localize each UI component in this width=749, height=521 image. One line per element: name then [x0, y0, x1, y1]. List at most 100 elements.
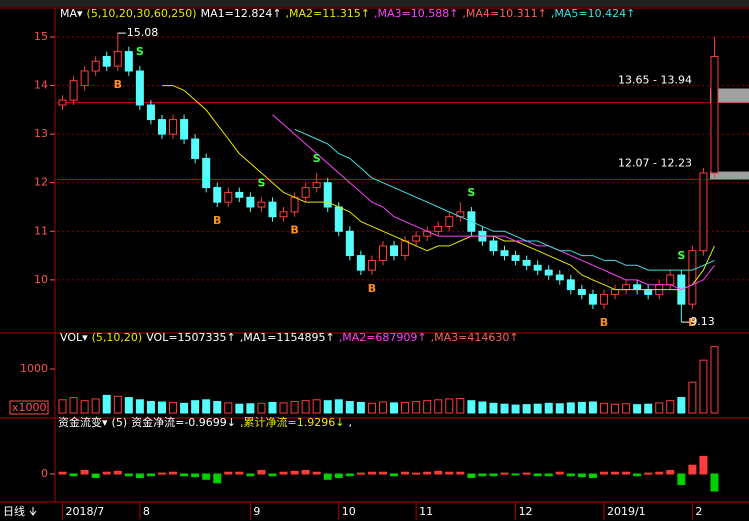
bar [478, 473, 487, 477]
header-item: VOL=1507335↑ [146, 331, 236, 344]
bar [367, 402, 376, 414]
bar [257, 402, 266, 414]
signal-label: B [114, 78, 122, 91]
signal-label: S [467, 186, 475, 199]
candle-body [312, 182, 321, 189]
bar [401, 471, 410, 475]
candle-body [577, 289, 586, 295]
bar [301, 400, 310, 414]
bar [224, 402, 233, 414]
y-tick-label: 12 [34, 176, 48, 189]
candle-body [180, 119, 189, 140]
candle-body [434, 225, 443, 232]
bar [312, 471, 321, 475]
candle-body [356, 255, 365, 271]
candle-body [345, 230, 354, 257]
bar [699, 455, 708, 475]
candle-body [588, 293, 597, 305]
bar [235, 403, 244, 414]
bar [135, 399, 144, 414]
bar [213, 401, 222, 414]
y-tick-label: 14 [34, 79, 48, 92]
signal-label: S [257, 176, 265, 189]
x-tick-label: 2018/7 [66, 505, 105, 518]
zone-box [710, 171, 749, 180]
bar [599, 471, 608, 475]
bar [434, 399, 443, 414]
candle-body [246, 196, 255, 208]
bar [91, 473, 100, 478]
header-item: ,MA3=414630↑ [431, 331, 519, 344]
candle-body [611, 289, 620, 295]
candle-body [566, 279, 575, 291]
bar [80, 469, 89, 475]
bar [102, 394, 111, 414]
ma-line [272, 114, 715, 291]
x-tick-label: 2019/1 [607, 505, 646, 518]
header-item: ,MA3=10.588↑ [374, 7, 458, 20]
bar [655, 471, 664, 475]
candle-body [169, 119, 178, 135]
bar [633, 473, 642, 477]
bar [390, 402, 399, 414]
bar [323, 400, 332, 414]
bar [566, 473, 575, 477]
bar [544, 402, 553, 414]
x-tick-label: 8 [143, 505, 150, 518]
bar [146, 401, 155, 414]
candle-body [688, 250, 697, 305]
header-item: VOL▾ [60, 331, 88, 344]
signal-label: S [677, 249, 685, 262]
bar [69, 397, 78, 414]
zone-label: 13.65 - 13.94 [618, 73, 692, 86]
bar [489, 473, 498, 477]
bar [301, 469, 310, 475]
y-tick-label: 1000 [20, 362, 48, 375]
ma-line [294, 128, 715, 271]
bar [688, 381, 697, 414]
bar [345, 473, 354, 477]
bar [124, 397, 133, 414]
header-item: (5) [112, 416, 128, 429]
bar [644, 403, 653, 414]
candle-body [555, 274, 564, 281]
bar [511, 404, 520, 414]
y-tick-label: 10 [34, 273, 48, 286]
bar [334, 473, 343, 478]
unit-box [9, 400, 49, 415]
signal-label: B [213, 214, 221, 227]
bar [566, 402, 575, 414]
x-tick-label: 10 [342, 505, 356, 518]
bar [577, 473, 586, 478]
ma-line [162, 85, 715, 291]
bar [69, 473, 78, 477]
x-tick-label: 9 [253, 505, 260, 518]
candle-body [235, 191, 244, 198]
bar [522, 404, 531, 414]
bar [235, 471, 244, 475]
bar [146, 473, 155, 477]
signal-label: B [290, 224, 298, 237]
bar [412, 472, 421, 475]
bar [699, 359, 708, 414]
bar [588, 473, 597, 478]
candle-body [699, 172, 708, 252]
candle-body [113, 51, 122, 67]
bar [290, 401, 299, 414]
x-tick-label: 2 [695, 505, 702, 518]
signal-label: B [368, 282, 376, 295]
bar [367, 471, 376, 475]
candle-body [334, 206, 343, 232]
bar [323, 473, 332, 480]
candle-body [69, 80, 78, 101]
bar [91, 398, 100, 414]
candle-body [124, 51, 133, 72]
bar [213, 473, 222, 484]
bar [412, 401, 421, 414]
bar [58, 399, 67, 414]
bar [644, 472, 653, 475]
candle-body [91, 60, 100, 72]
bar [478, 401, 487, 414]
bar [467, 473, 476, 478]
